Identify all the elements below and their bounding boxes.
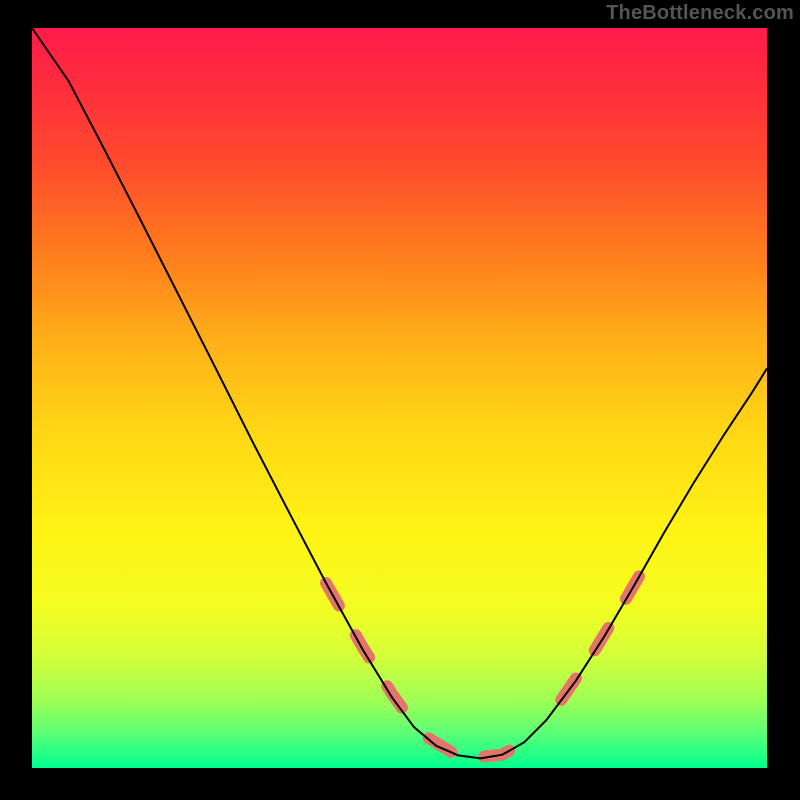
highlight-segment <box>326 583 414 725</box>
bottleneck-curve <box>32 28 767 758</box>
chart-overlay <box>32 28 767 768</box>
chart-root: TheBottleneck.com <box>0 0 800 800</box>
plot-area <box>32 28 767 768</box>
highlight-segment <box>561 571 642 700</box>
watermark-text: TheBottleneck.com <box>606 2 794 25</box>
